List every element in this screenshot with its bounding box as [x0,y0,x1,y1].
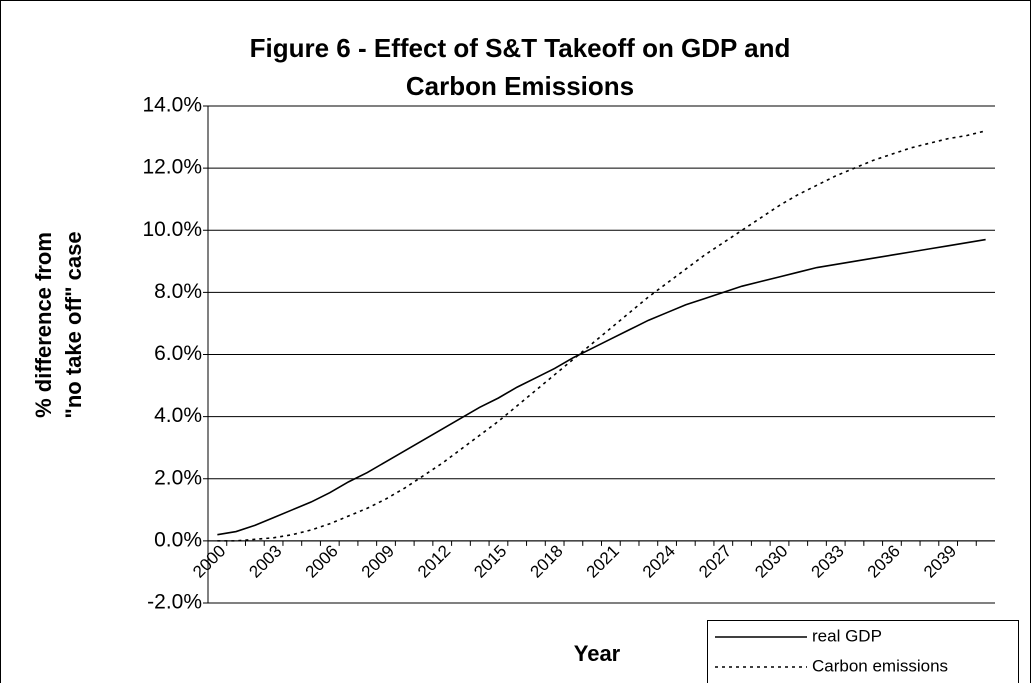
y-tick-label: 4.0% [154,404,202,427]
y-tick-label: -2.0% [147,591,202,614]
y-tick-label: 14.0% [142,94,202,117]
legend-label: real GDP [812,626,882,645]
legend-label: Carbon emissions [812,656,948,675]
y-axis-label: "no take off" case [61,231,86,418]
chart-title: Carbon Emissions [406,71,634,101]
chart-title: Figure 6 - Effect of S&T Takeoff on GDP … [250,33,791,63]
y-tick-label: 8.0% [154,280,202,303]
y-axis-label: % difference from [31,232,56,418]
x-axis-label: Year [574,641,621,666]
legend: real GDP Carbon emissions [707,620,1019,683]
y-tick-label: 10.0% [142,218,202,241]
y-tick-label: 2.0% [154,466,202,489]
y-tick-label: 6.0% [154,342,202,365]
legend-box [707,620,1019,683]
y-tick-label: 12.0% [142,156,202,179]
y-tick-label: 0.0% [154,528,202,551]
series-line [217,238,986,536]
